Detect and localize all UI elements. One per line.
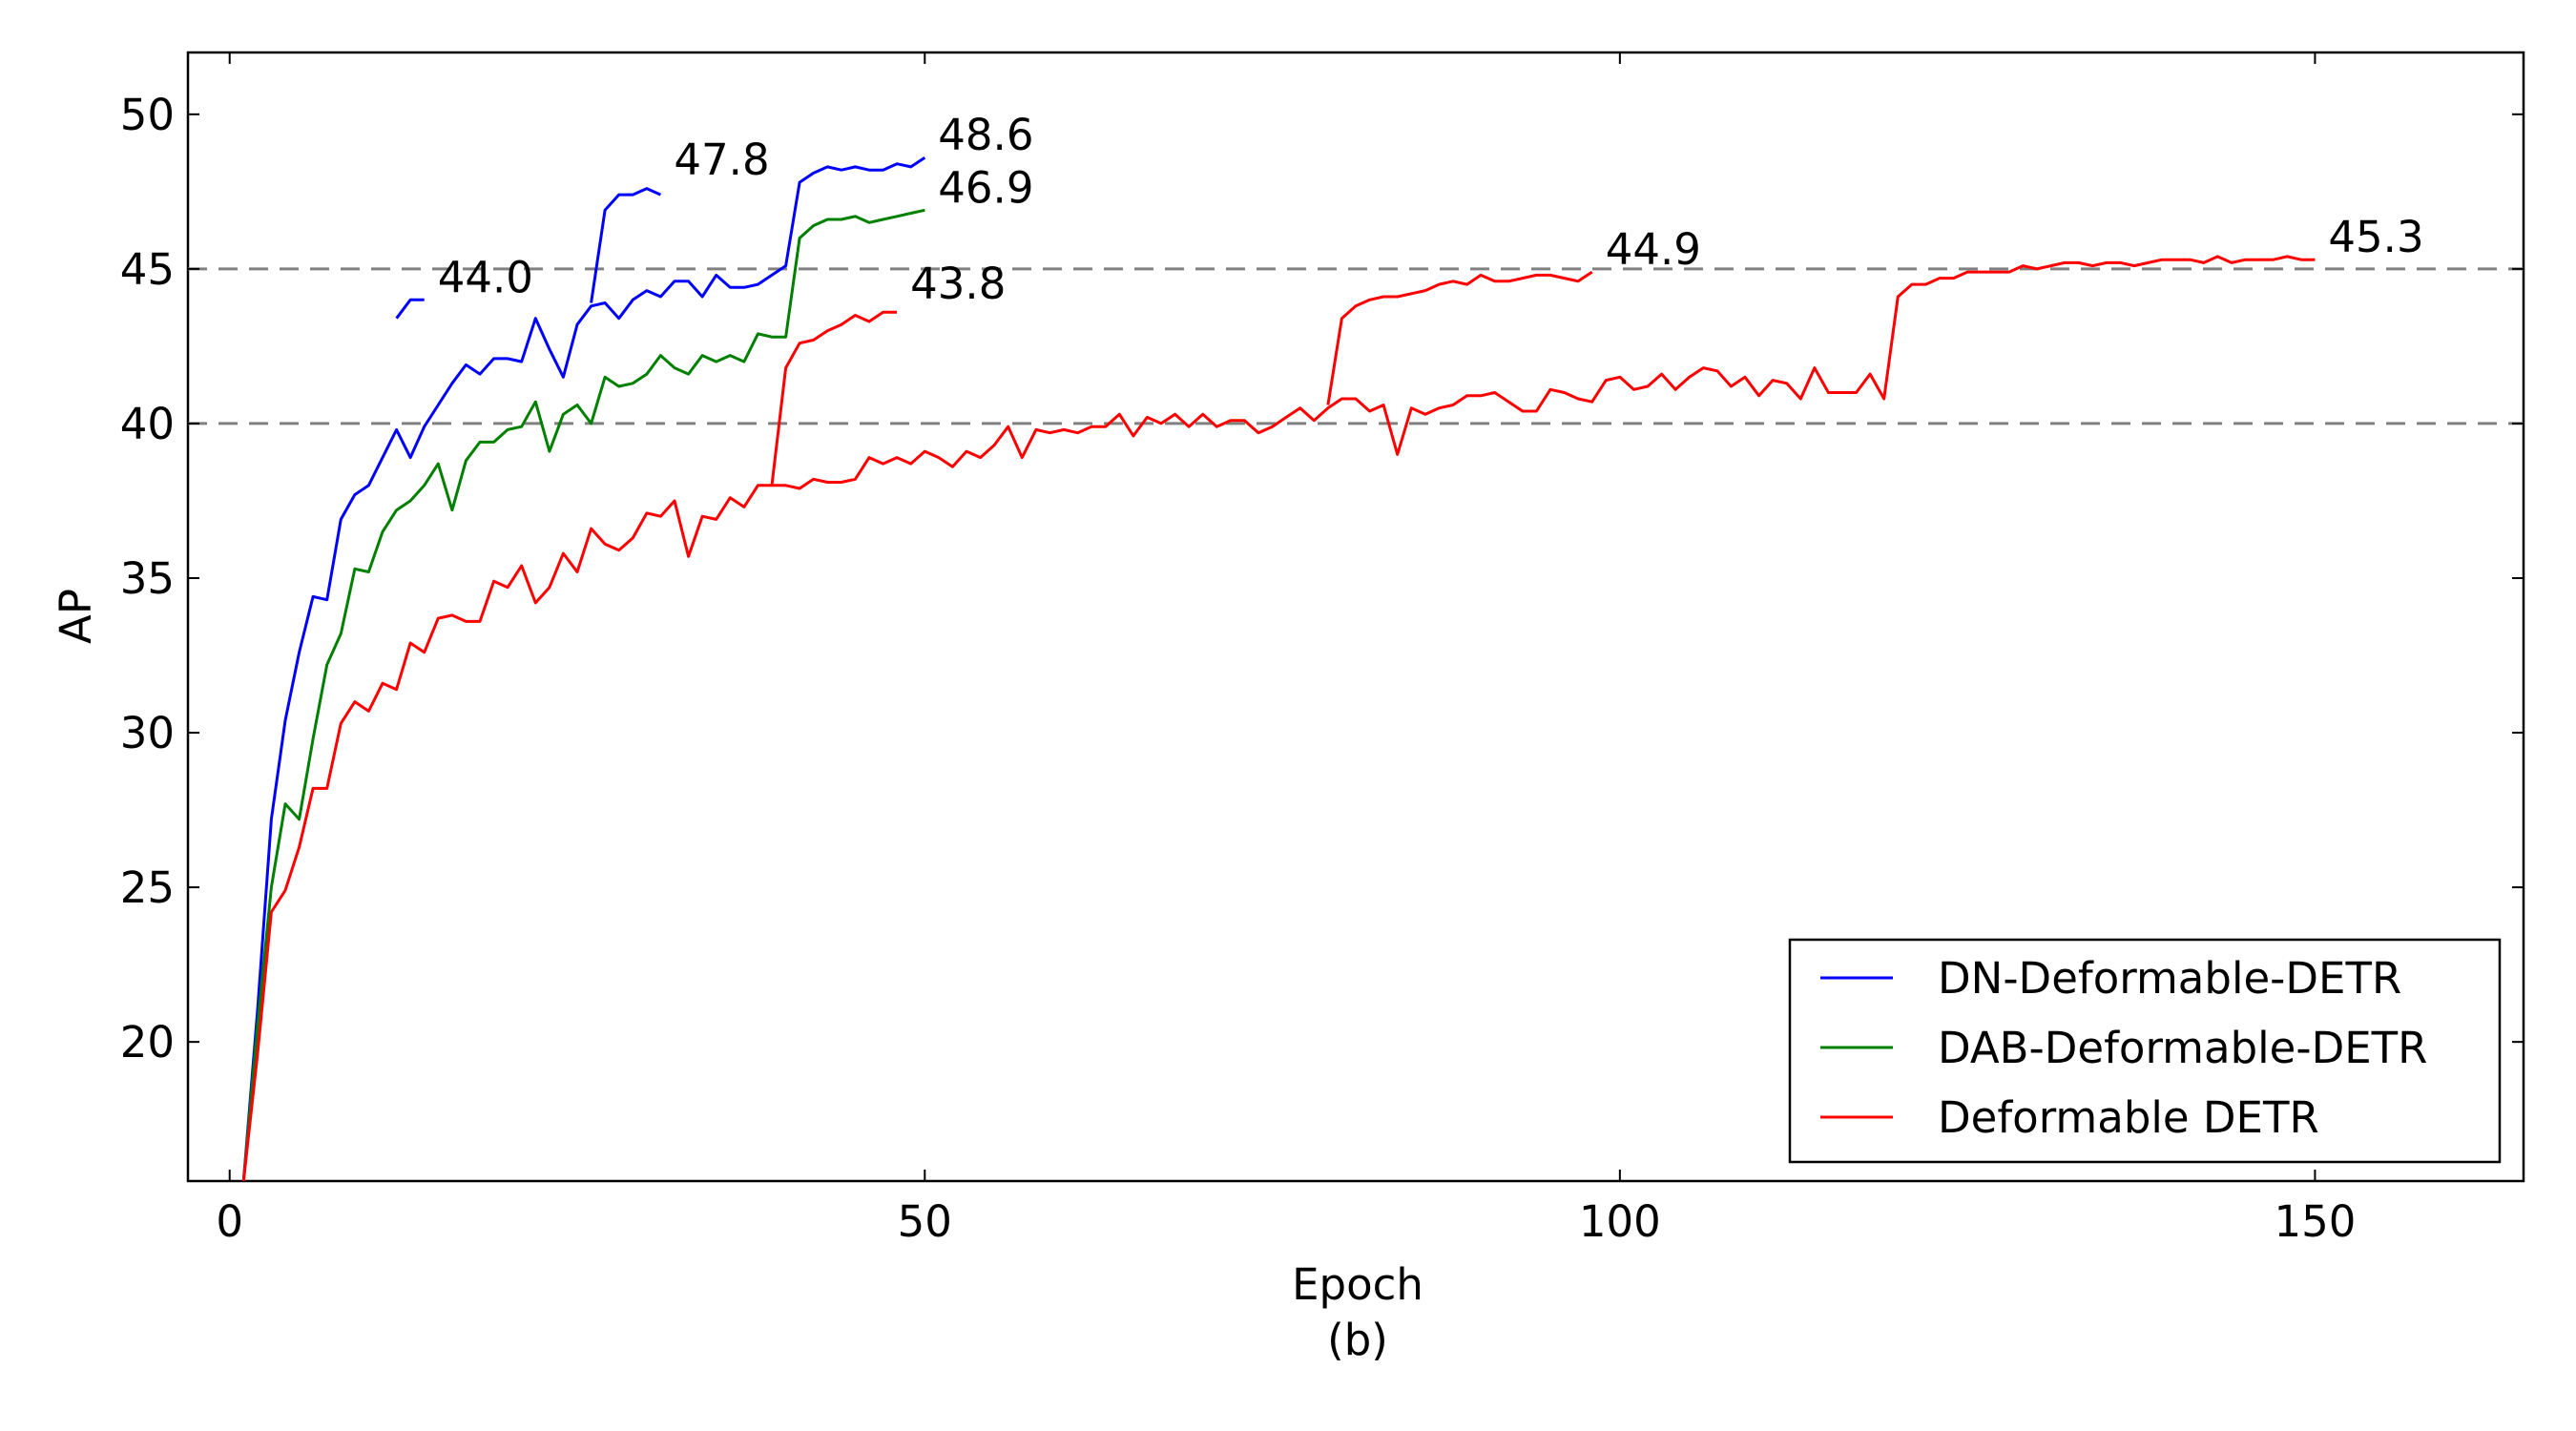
x-tick-label: 0 — [216, 1196, 243, 1247]
series-layer — [241, 156, 2316, 1181]
data-label-46-9: 46.9 — [938, 162, 1033, 213]
legend: DN-Deformable-DETR DAB-Deformable-DETR Def… — [1788, 938, 2502, 1164]
data-label-45-3: 45.3 — [2328, 212, 2423, 262]
series-line-dn-deformable-detr — [241, 156, 926, 1181]
data-labels: 44.0 47.8 48.646.9 43.8 44.9 45.3 — [438, 110, 2424, 309]
y-tick-label: 35 — [120, 553, 175, 604]
series-branch-deformable-detr-1 — [770, 310, 898, 486]
series-branch-deformable-detr-2 — [1326, 270, 1593, 405]
series-line-dab-deformable-detr — [241, 208, 925, 1181]
legend-label: DAB-Deformable-DETR — [1938, 1023, 2427, 1073]
series-segment-dn-deformable-detr-2 — [590, 187, 662, 303]
series-deformable-detr — [241, 255, 2316, 1181]
y-tick-label: 40 — [120, 399, 175, 449]
data-label-47-8: 47.8 — [674, 135, 769, 185]
plot-area-frame — [186, 51, 2525, 1183]
series-dn-deformable-detr — [241, 156, 926, 1181]
x-tick-label: 150 — [2274, 1196, 2356, 1247]
x-axis-label: Epoch — [1292, 1259, 1423, 1310]
legend-box — [1788, 938, 2502, 1164]
x-tick-label: 50 — [898, 1196, 952, 1247]
legend-item-dab-deformable-detr: DAB-Deformable-DETR — [1820, 1023, 2427, 1073]
data-label-44-0: 44.0 — [438, 252, 533, 302]
y-tick-label: 20 — [120, 1017, 175, 1068]
series-segment-dn-deformable-detr-1 — [395, 298, 425, 320]
data-label-48-6: 48.6 — [938, 110, 1033, 160]
y-tick-label: 25 — [120, 862, 175, 913]
series-line-deformable-detr — [241, 255, 2316, 1181]
chart-caption: (b) — [1327, 1315, 1388, 1365]
data-label-43-8: 43.8 — [910, 259, 1006, 309]
y-tick-label: 30 — [120, 708, 175, 758]
reference-lines — [188, 267, 2524, 425]
y-tick-label: 50 — [120, 90, 175, 140]
legend-label: Deformable DETR — [1938, 1092, 2319, 1143]
x-tick-label: 100 — [1579, 1196, 1661, 1247]
series-dab-deformable-detr — [241, 208, 925, 1181]
legend-item-deformable-detr: Deformable DETR — [1820, 1092, 2319, 1143]
legend-label: DN-Deformable-DETR — [1938, 953, 2401, 1004]
x-axis: 0 50 100 150 — [216, 52, 2356, 1247]
y-tick-label: 45 — [120, 244, 175, 295]
y-axis: 20 25 30 35 40 45 50 — [120, 90, 2524, 1068]
y-axis-label: AP — [51, 589, 101, 644]
legend-item-dn-deformable-detr: DN-Deformable-DETR — [1820, 953, 2401, 1004]
data-label-44-9: 44.9 — [1606, 224, 1701, 275]
